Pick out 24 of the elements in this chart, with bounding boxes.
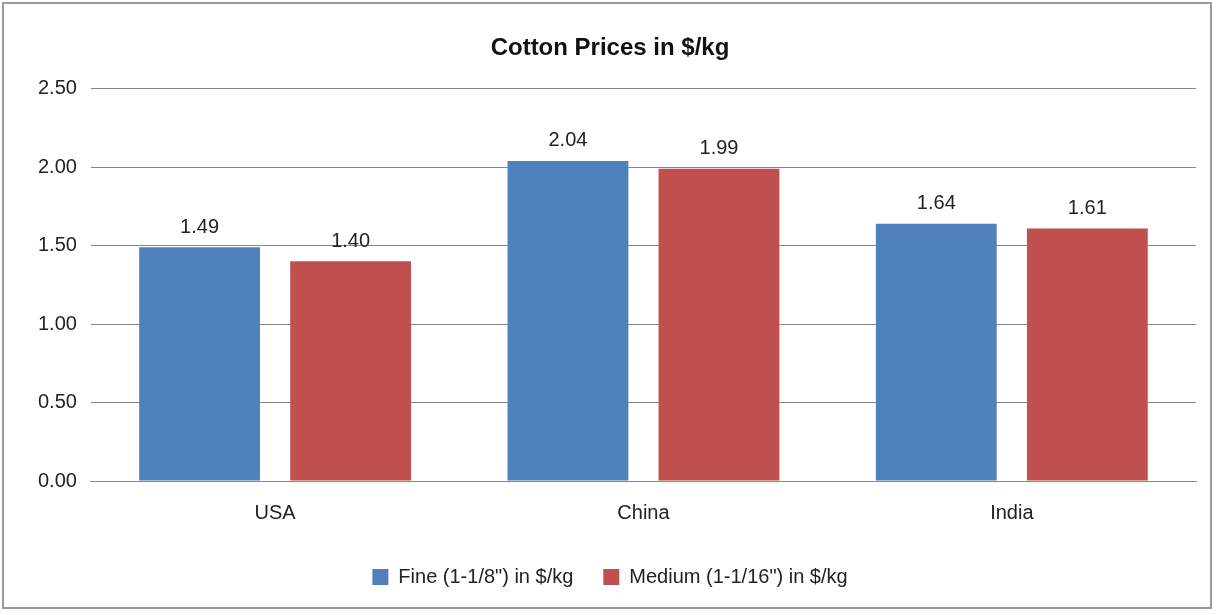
legend-label: Fine (1-1/8") in $/kg (398, 564, 574, 587)
bar (139, 247, 260, 481)
bar (290, 261, 412, 481)
data-label: 1.49 (180, 214, 220, 237)
data-label: 1.40 (331, 228, 371, 251)
chart-title: Cotton Prices in $/kg (490, 33, 730, 61)
y-tick-label: 1.00 (37, 311, 77, 334)
x-tick-label: India (990, 500, 1035, 523)
y-tick-label: 0.50 (37, 390, 77, 413)
bar (1026, 228, 1148, 481)
x-tick-label: USA (254, 500, 297, 523)
bar (875, 223, 997, 481)
legend-label: Medium (1-1/16") in $/kg (629, 564, 848, 587)
data-label: 1.64 (916, 191, 956, 214)
x-tick-label: China (617, 500, 671, 523)
y-tick-label: 2.00 (37, 154, 77, 177)
bar (507, 160, 629, 481)
data-label: 2.04 (548, 128, 588, 151)
data-label: 1.61 (1067, 195, 1107, 218)
bar (658, 168, 780, 481)
y-tick-label: 0.00 (37, 468, 77, 491)
y-tick-label: 1.50 (37, 233, 77, 256)
data-label: 1.99 (699, 136, 739, 159)
y-tick-label: 2.50 (37, 76, 77, 99)
